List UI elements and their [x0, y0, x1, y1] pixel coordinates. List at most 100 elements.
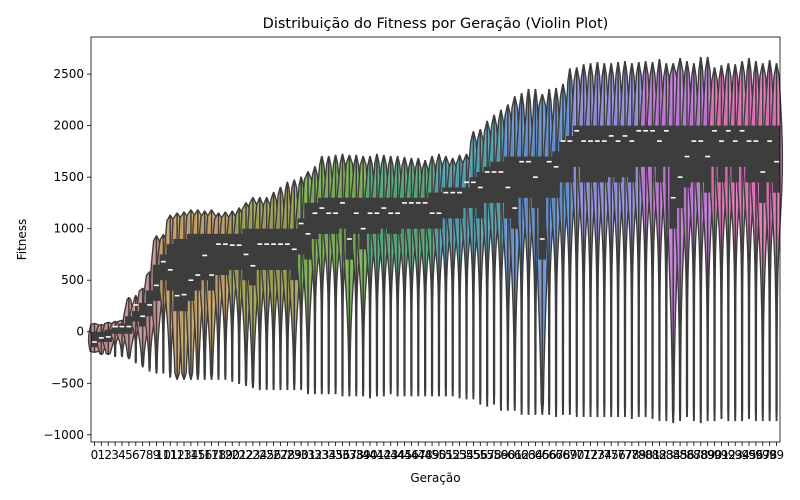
box-gen-72: [586, 125, 595, 183]
x-tick-label: 47: [411, 448, 426, 462]
box-gen-29: [290, 228, 299, 281]
box-gen-47: [414, 197, 423, 229]
x-tick-label: 38: [349, 448, 364, 462]
y-tick-label: −1000: [43, 428, 84, 442]
box-gen-83: [662, 125, 671, 167]
box-gen-23: [249, 228, 257, 286]
x-tick-label: 41: [369, 448, 384, 462]
x-tick-label: 28: [280, 448, 295, 462]
x-tick-label: 96: [748, 448, 763, 462]
x-tick-label: 15: [190, 448, 205, 462]
x-tick-label: 14: [183, 448, 198, 462]
box-gen-17: [207, 233, 216, 291]
x-tick-label: 94: [734, 448, 749, 462]
x-axis-label: Geração: [410, 471, 460, 485]
box-gen-14: [187, 233, 195, 301]
x-tick-label: 49: [424, 448, 439, 462]
box-gen-35: [331, 197, 340, 234]
x-tick-label: 20: [225, 448, 240, 462]
x-tick-label: 54: [459, 448, 474, 462]
box-gen-99: [772, 125, 781, 193]
x-tick-label: 89: [700, 448, 715, 462]
x-tick-label: 69: [562, 448, 577, 462]
x-tick-label: 10: [156, 448, 171, 462]
y-axis-label: Fitness: [15, 219, 29, 261]
inner-box-series: [90, 57, 781, 423]
x-tick-label: 74: [597, 448, 612, 462]
x-tick-label: 5: [125, 448, 133, 462]
x-tick-label: 53: [452, 448, 467, 462]
box-gen-55: [469, 177, 478, 209]
box-gen-51: [442, 187, 450, 219]
x-tick-label: 32: [307, 448, 322, 462]
box-gen-20: [228, 233, 237, 270]
x-tick-label: 30: [294, 448, 309, 462]
y-tick-label: 2500: [53, 67, 84, 81]
x-tick-label: 45: [397, 448, 412, 462]
x-tick-label: 21: [231, 448, 246, 462]
x-tick-label: 77: [617, 448, 632, 462]
x-tick-label: 81: [645, 448, 660, 462]
box-gen-53: [455, 187, 464, 219]
box-gen-64: [531, 156, 540, 209]
box-gen-46: [407, 197, 416, 229]
box-gen-24: [256, 228, 264, 270]
x-tick-label: 93: [728, 448, 743, 462]
x-tick-label: 60: [500, 448, 515, 462]
box-gen-28: [283, 228, 292, 270]
x-tick-label: 63: [521, 448, 536, 462]
y-axis: −1000 −500 0 500 1000 1500 2000 2500: [43, 67, 91, 442]
x-tick-label: 11: [163, 448, 178, 462]
x-tick-label: 75: [604, 448, 619, 462]
x-tick-label: 13: [176, 448, 191, 462]
x-tick-label: 3: [111, 448, 119, 462]
x-tick-label: 43: [383, 448, 398, 462]
x-tick-label: 87: [686, 448, 701, 462]
x-tick-label: 78: [624, 448, 639, 462]
box-gen-81: [648, 125, 657, 167]
box-gen-13: [180, 238, 188, 312]
x-tick-label: 79: [631, 448, 646, 462]
x-tick-label: 97: [755, 448, 770, 462]
x-tick-label: 88: [693, 448, 708, 462]
x-tick-label: 16: [197, 448, 212, 462]
x-tick-label: 57: [480, 448, 495, 462]
box-gen-25: [262, 228, 271, 270]
box-gen-75: [607, 125, 615, 178]
x-tick-label: 2: [104, 448, 112, 462]
box-gen-84: [669, 125, 677, 229]
box-gen-70: [572, 125, 581, 167]
box-gen-16: [200, 233, 209, 281]
x-tick-label: 52: [445, 448, 460, 462]
box-gen-54: [462, 187, 471, 209]
y-tick-label: −500: [51, 376, 84, 390]
box-gen-50: [435, 192, 443, 229]
x-tick-label: 91: [714, 448, 729, 462]
box-gen-4: [118, 323, 126, 334]
x-tick-label: 48: [418, 448, 433, 462]
x-tick-label: 95: [741, 448, 756, 462]
x-tick-label: 44: [390, 448, 405, 462]
x-tick-label: 39: [356, 448, 371, 462]
box-gen-59: [497, 161, 505, 203]
box-gen-33: [318, 197, 326, 234]
x-tick-label: 26: [266, 448, 281, 462]
box-gen-5: [125, 316, 133, 334]
box-gen-10: [159, 254, 168, 281]
box-gen-1: [97, 331, 106, 343]
x-tick-label: 29: [287, 448, 302, 462]
box-gen-21: [235, 233, 243, 270]
box-gen-41: [373, 197, 381, 234]
x-tick-label: 33: [314, 448, 329, 462]
x-tick-label: 31: [300, 448, 315, 462]
x-tick-label: 66: [542, 448, 557, 462]
x-axis: 0 1 2 3 4 5 6 7 8 9101112131415161718192021222324…: [91, 442, 784, 462]
x-tick-label: 7: [139, 448, 147, 462]
box-gen-27: [276, 228, 285, 270]
box-gen-3: [111, 327, 119, 334]
x-tick-label: 40: [362, 448, 377, 462]
x-tick-label: 71: [576, 448, 591, 462]
box-gen-19: [221, 233, 230, 276]
box-gen-34: [324, 197, 333, 234]
